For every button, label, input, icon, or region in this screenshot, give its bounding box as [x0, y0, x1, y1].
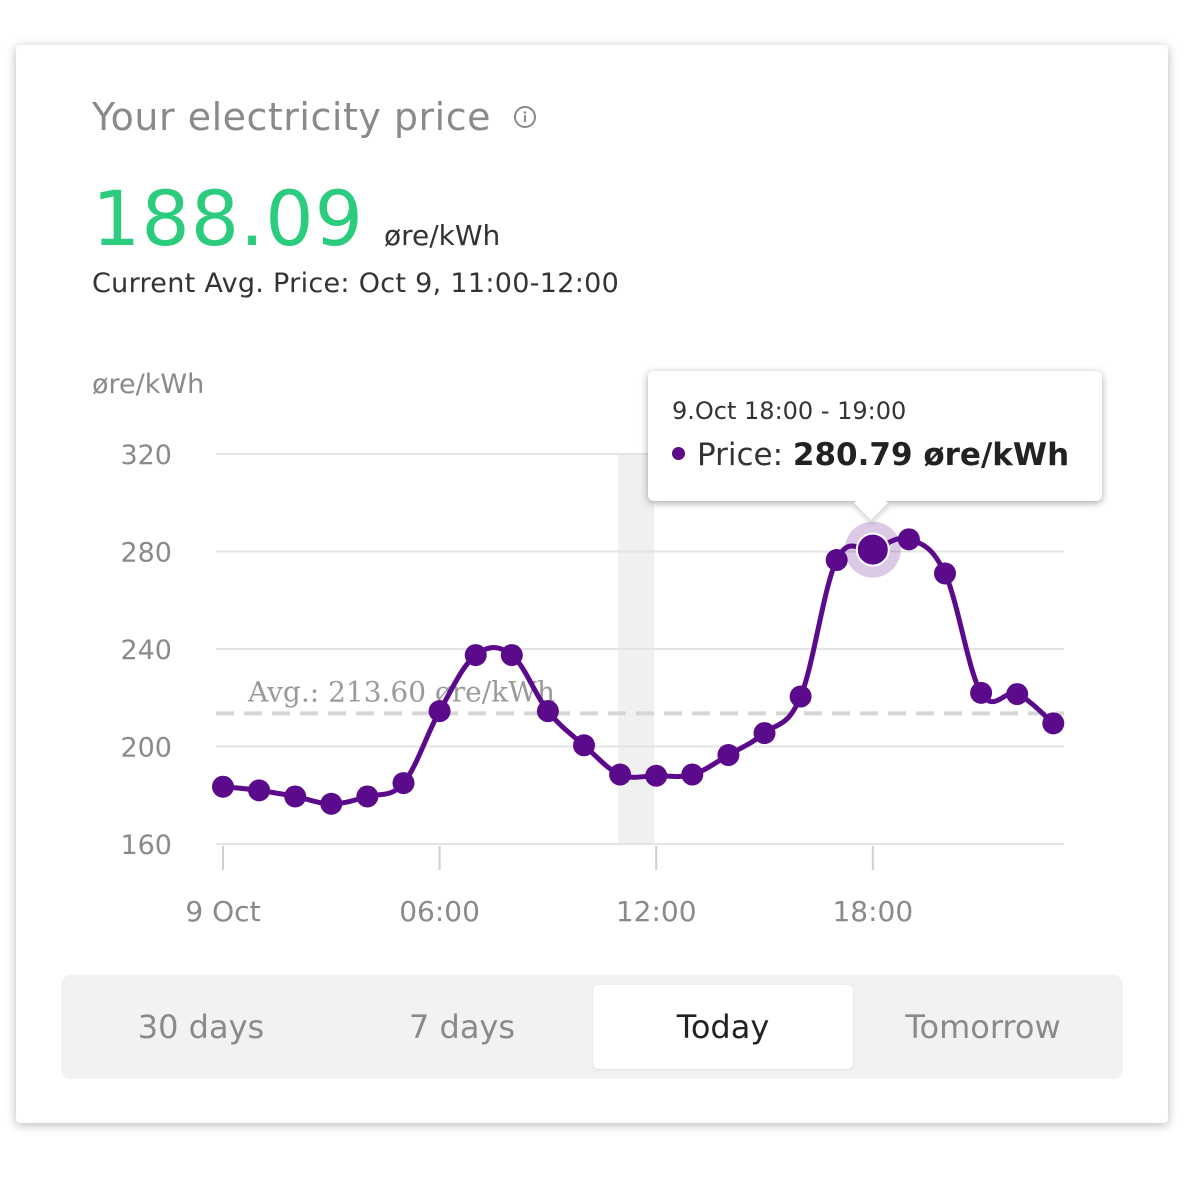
price-chart: 160 200 240 280 320 øre/kWh Avg.: 213.60 øre/…	[92, 369, 1065, 928]
period-tabs: 30 days 7 days Today Tomorrow	[61, 975, 1123, 1079]
data-point[interactable]	[825, 549, 848, 572]
y-tick-label: 200	[120, 733, 172, 764]
card-title: Your electricity price	[92, 95, 491, 139]
x-tick-label: 18:00	[832, 895, 913, 928]
y-axis-label: øre/kWh	[92, 369, 204, 400]
data-point[interactable]	[392, 772, 415, 795]
data-point[interactable]	[284, 785, 307, 808]
tab-tomorrow[interactable]: Tomorrow	[905, 1008, 1061, 1046]
data-point[interactable]	[934, 562, 956, 585]
y-tick-label: 280	[120, 538, 172, 569]
y-tick-label: 320	[120, 440, 172, 471]
tooltip-body: 9.Oct 18:00 - 19:00 Price: 280.79 øre/kW…	[648, 371, 1102, 501]
data-point[interactable]	[428, 700, 451, 723]
data-point[interactable]	[789, 685, 812, 708]
y-tick-label: 160	[120, 830, 172, 861]
electricity-price-card: Your electricity price 188.09 øre/kWh Cu…	[16, 45, 1168, 1123]
info-circle-icon[interactable]	[513, 105, 537, 129]
y-tick-label: 240	[120, 635, 172, 666]
tab-today[interactable]: Today	[593, 985, 853, 1069]
current-price-value: 188.09	[92, 174, 364, 263]
data-point[interactable]	[645, 764, 668, 787]
highlighted-data-point[interactable]	[855, 532, 890, 567]
current-price-label: Current Avg. Price: Oct 9, 11:00-12:00	[92, 268, 620, 299]
data-point[interactable]	[681, 763, 704, 786]
data-point[interactable]	[356, 785, 379, 808]
price-tooltip: 9.Oct 18:00 - 19:00 Price: 280.79 øre/kW…	[648, 371, 1102, 520]
data-point[interactable]	[212, 775, 234, 798]
data-point[interactable]	[1042, 712, 1065, 735]
data-point[interactable]	[536, 700, 559, 723]
data-point[interactable]	[500, 644, 523, 667]
data-point[interactable]	[1006, 683, 1029, 706]
tab-7-days[interactable]: 7 days	[408, 1008, 516, 1046]
data-point[interactable]	[248, 779, 271, 802]
tooltip-time: 9.Oct 18:00 - 19:00	[672, 397, 907, 425]
x-tick-label: 12:00	[616, 895, 697, 928]
x-tick-label: 06:00	[399, 895, 480, 928]
data-point[interactable]	[609, 763, 632, 786]
data-point[interactable]	[573, 734, 595, 757]
tooltip-price-label: Price:	[697, 437, 793, 473]
tooltip-price-row: Price: 280.79 øre/kWh	[672, 437, 1069, 473]
data-point[interactable]	[753, 722, 776, 745]
x-tick-label: 9 Oct	[185, 895, 260, 928]
current-price-row: 188.09 øre/kWh	[92, 181, 500, 257]
series-dot-icon	[672, 447, 685, 460]
average-label: Avg.: 213.60 øre/kWh	[247, 675, 555, 708]
current-price-unit: øre/kWh	[383, 219, 501, 252]
tooltip-price-value: 280.79 øre/kWh	[792, 437, 1070, 473]
title-row: Your electricity price	[92, 95, 537, 139]
data-point[interactable]	[897, 528, 920, 551]
data-point[interactable]	[970, 681, 993, 704]
data-point[interactable]	[717, 744, 740, 767]
tab-30-days[interactable]: 30 days	[137, 1008, 265, 1046]
data-point[interactable]	[320, 792, 343, 815]
data-point[interactable]	[464, 644, 487, 667]
